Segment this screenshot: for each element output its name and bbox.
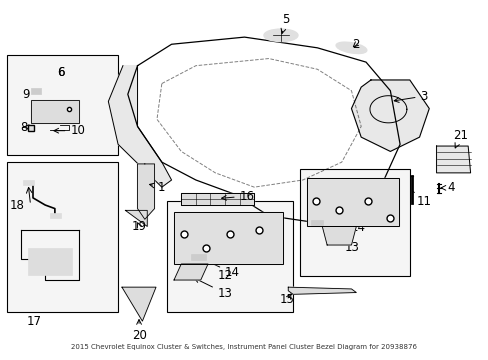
Polygon shape	[181, 193, 254, 205]
Bar	[23, 180, 34, 185]
Text: 10: 10	[54, 124, 85, 137]
Bar	[181, 193, 254, 205]
Ellipse shape	[264, 29, 297, 41]
Text: 5: 5	[281, 13, 289, 33]
Polygon shape	[351, 80, 428, 152]
Text: 1: 1	[149, 181, 165, 194]
Bar	[174, 212, 283, 264]
Text: 8: 8	[20, 121, 29, 134]
Polygon shape	[287, 287, 356, 294]
Text: 20: 20	[131, 320, 146, 342]
Text: 17: 17	[27, 315, 41, 328]
Text: 14: 14	[202, 258, 240, 279]
Polygon shape	[125, 210, 147, 226]
Polygon shape	[122, 287, 156, 321]
Text: 21: 21	[453, 129, 468, 148]
Text: 11: 11	[411, 191, 431, 208]
FancyBboxPatch shape	[7, 162, 118, 312]
Text: 13: 13	[342, 238, 358, 255]
Bar	[30, 100, 79, 123]
Polygon shape	[137, 164, 154, 219]
Text: 6: 6	[57, 66, 65, 79]
FancyBboxPatch shape	[300, 169, 409, 276]
Text: 19: 19	[131, 220, 146, 233]
Text: 14: 14	[325, 221, 365, 234]
Bar	[306, 178, 398, 226]
Bar	[310, 220, 322, 225]
Polygon shape	[436, 146, 469, 173]
Text: 18: 18	[10, 198, 25, 212]
Bar	[30, 88, 41, 94]
Bar	[28, 248, 72, 275]
Polygon shape	[322, 226, 356, 245]
Text: 4: 4	[440, 181, 454, 194]
Text: 9: 9	[22, 89, 29, 102]
FancyBboxPatch shape	[7, 55, 118, 155]
Polygon shape	[174, 264, 207, 280]
FancyBboxPatch shape	[166, 202, 292, 312]
Text: 12: 12	[217, 269, 232, 282]
Ellipse shape	[335, 42, 366, 54]
Bar	[50, 213, 61, 218]
Polygon shape	[108, 66, 171, 187]
Text: 2015 Chevrolet Equinox Cluster & Switches, Instrument Panel Cluster Bezel Diagra: 2015 Chevrolet Equinox Cluster & Switche…	[71, 344, 417, 350]
Text: 7: 7	[63, 104, 77, 118]
Text: 6: 6	[57, 66, 65, 79]
Text: 2: 2	[352, 38, 359, 51]
Text: 3: 3	[393, 90, 427, 103]
Bar	[174, 212, 283, 264]
Bar	[191, 254, 205, 260]
Bar	[306, 178, 398, 226]
Text: 16: 16	[221, 190, 254, 203]
Text: 13: 13	[194, 278, 232, 300]
Text: 15: 15	[280, 293, 294, 306]
Bar	[30, 100, 79, 123]
